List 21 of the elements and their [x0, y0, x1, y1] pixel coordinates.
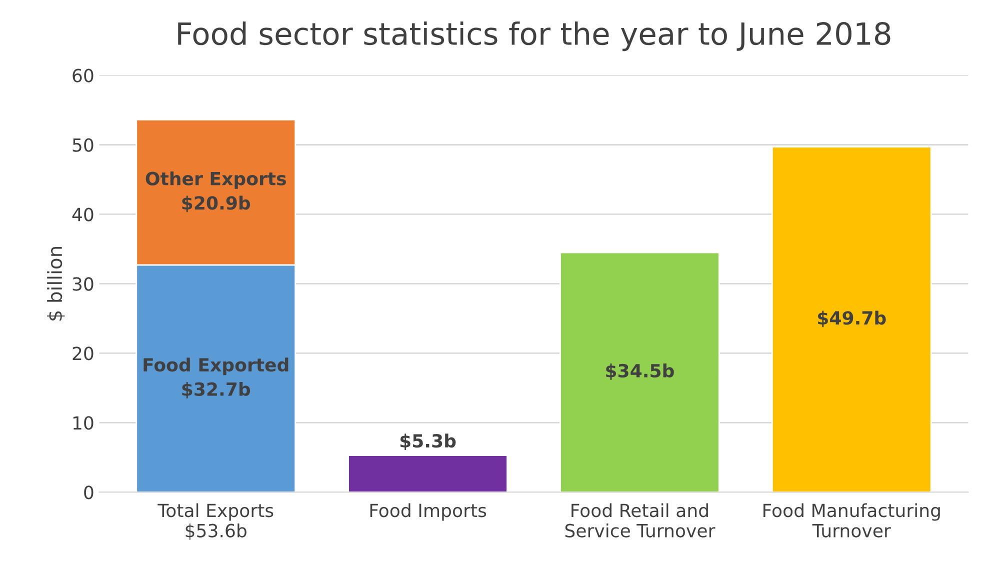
y-tick-label: 40: [72, 208, 94, 222]
data-label: Other Exports $20.9b: [146, 171, 286, 212]
y-tick-label: 10: [73, 416, 94, 430]
x-tick-label: Food Manufacturing Turnover: [764, 503, 940, 538]
y-axis-title: $ billion: [47, 247, 65, 320]
y-tick-label: 30: [72, 277, 94, 291]
y-tick-label: 0: [84, 486, 94, 500]
x-tick-label: Food Imports: [370, 503, 486, 521]
y-tick-label: 20: [72, 346, 94, 360]
chart-title: Food sector statistics for the year to June 2018: [178, 21, 890, 52]
x-tick-label: Total Exports $53.6b: [158, 503, 274, 540]
bar: [771, 146, 932, 492]
data-label: $5.3b: [400, 434, 456, 450]
data-label: Food Exported $32.7b: [144, 358, 288, 398]
bar: [348, 454, 508, 492]
x-tick-label: Food Retail and Service Turnover: [565, 503, 716, 538]
data-label: $34.5b: [606, 364, 674, 380]
data-label: $49.7b: [818, 310, 886, 328]
bar: [560, 252, 720, 492]
y-tick-label: 60: [72, 68, 94, 82]
y-tick-label: 50: [72, 138, 94, 152]
